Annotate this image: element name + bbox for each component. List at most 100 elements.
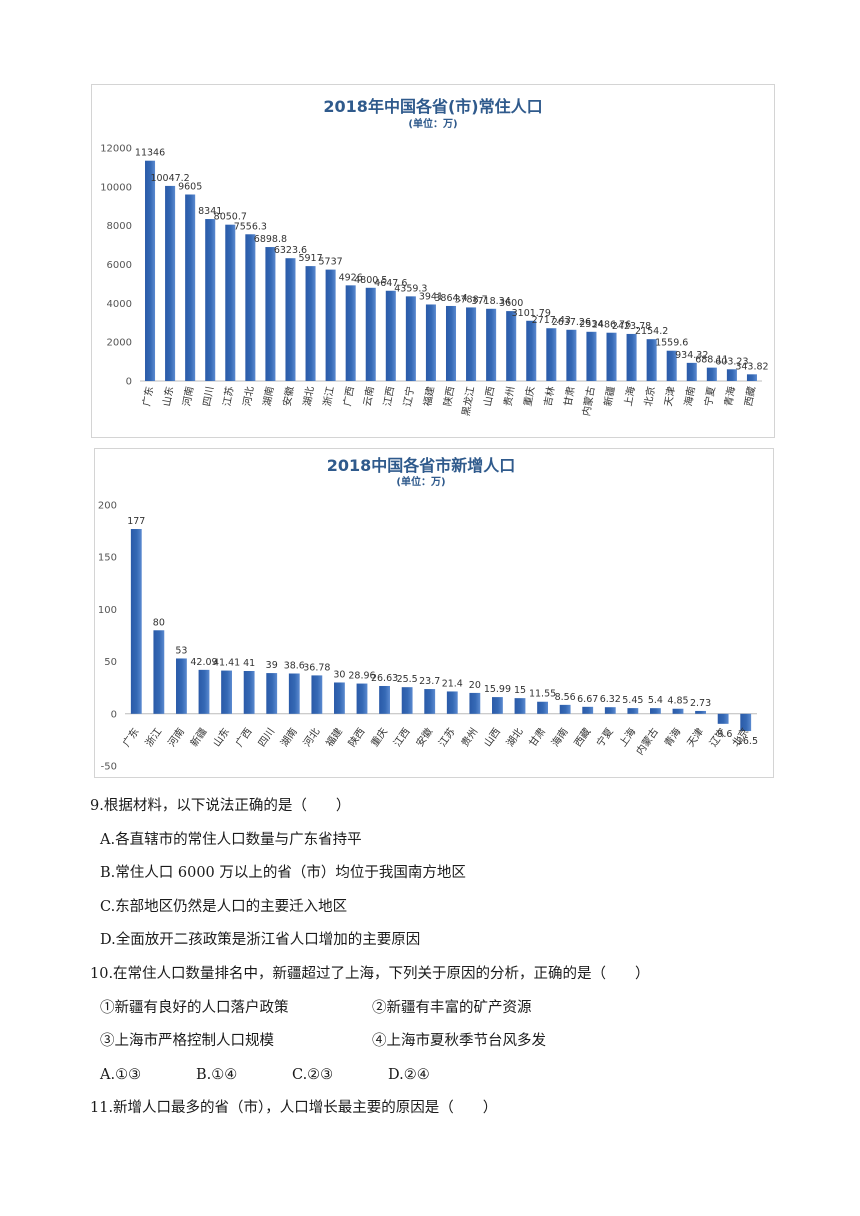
category-label: 天津 [685,726,706,749]
bar [486,308,497,381]
bar [311,675,323,714]
bar [176,658,187,714]
category-label: 湖南 [260,385,276,407]
question-9-option-c: C.东部地区仍然是人口的主要迁入地区 [100,898,348,915]
chart-resident-population: 2018年中国各省(市)常住人口 (单位：万) 0 2000 4000 6000 800… [91,84,775,438]
category-label: 黑龙江 [459,385,477,417]
category-label: 山东 [160,385,176,407]
bar [365,287,376,381]
question-10-option-a: A.①③ [100,1066,142,1083]
y-tick-label: -50 [101,762,117,773]
category-label: 山西 [482,385,497,407]
bar [650,708,661,714]
category-label: 河北 [241,385,256,407]
bar [285,258,296,381]
bar-value-label: 42.09 [190,657,217,668]
bar [145,160,156,381]
bar [356,683,368,714]
bar [446,691,458,714]
category-label: 安徽 [280,385,296,407]
bar-value-label: 3941 [419,291,443,302]
bar-value-label: 6898.8 [254,234,287,245]
chart-title: 2018中国各省市新增人口 [327,456,516,475]
bar [469,692,481,714]
y-tick-label: 6000 [107,260,132,271]
bar [445,305,457,381]
bar [205,219,216,381]
bar-value-label: 15.99 [484,684,511,695]
category-label: 福建 [323,725,345,749]
bar-value-label: 5.45 [622,695,643,706]
bar-value-label: 6.32 [600,694,621,705]
bar [604,707,616,714]
category-label: 四川 [202,386,216,408]
bar-value-label: 38.6 [284,661,305,672]
bar [245,234,256,381]
bar [288,673,300,714]
bar-value-label: 3864.4 [434,293,467,304]
bar [566,329,577,381]
bar-value-label: 3101.79 [512,308,551,319]
question-11-stem: 11.新增人口最多的省（市），人口增长最主要的原因是（ ） [90,1100,498,1117]
bar [537,701,548,714]
y-tick-label: 10000 [100,182,132,193]
question-10-option-d: D.②④ [388,1066,430,1083]
bar-value-label: 41 [243,658,255,669]
chart-subtitle: (单位：万) [408,117,457,130]
bar [646,339,657,381]
category-label: 天津 [662,385,677,407]
category-label: 江苏 [220,385,236,407]
question-10-options: A.①③ B.①④ C.②③ D.②④ [90,1059,810,1093]
bar [695,710,706,714]
bar-value-label: 3718.34 [471,296,510,307]
bar [726,369,737,381]
question-10-statements-row-1: ①新疆有良好的人口落户政策 ②新疆有丰富的矿产资源 [90,992,810,1026]
category-label: 上海 [616,725,638,749]
bar [466,307,477,381]
bar-value-label: 41.41 [213,658,240,669]
bar-value-label: 3600 [499,298,523,309]
bar-value-label: 23.7 [419,676,440,687]
question-10-statements-row-2: ③上海市严格控制人口规模 ④上海市夏秋季节台风多发 [90,1025,810,1059]
bar [586,331,597,381]
category-label: 北京 [641,385,657,407]
question-10-stem: 10.在常住人口数量排名中，新疆超过了上海，下列关于原因的分析，正确的是（ ） [90,965,650,982]
bar [225,224,236,381]
category-label: 青海 [722,385,738,407]
questions-section: 9.根据材料，以下说法正确的是（ ） A.各直辖市的常住人口数量与广东省持平 B… [90,790,810,1126]
category-label: 陕西 [345,725,367,749]
bar-value-label: 2534 [579,319,603,330]
bar [385,290,396,381]
bar-value-label: 2637.26 [552,317,591,328]
question-9-option-b: B.常住人口 6000 万以上的省（市）均位于我国南方地区 [100,865,466,882]
category-label: 贵州 [458,725,480,749]
bar-value-label: 11.55 [529,689,556,700]
bar [185,194,196,381]
y-tick-label: 150 [98,553,117,564]
chart-population-increase: 2018中国各省市新增人口 (单位：万) -50 0 50 100 150 200 177 广… [94,448,774,778]
bar-value-label: 36.78 [303,662,330,673]
bar-value-label: 53 [175,645,187,656]
bar-value-label: 26.63 [371,673,398,684]
bar [424,689,436,714]
bar-value-label: 1559.6 [655,338,688,349]
y-tick-label: 0 [111,709,117,720]
category-label: 河南 [165,725,187,749]
bar-value-label: 4800.5 [354,275,387,286]
bar [606,332,617,381]
category-label: 浙江 [143,726,164,749]
question-10-option-c: C.②③ [292,1066,334,1083]
category-label: 山东 [210,725,232,749]
category-label: 江苏 [436,725,458,749]
bar-value-label: 688.11 [695,355,728,366]
y-tick-label: 4000 [107,299,132,310]
bar [221,670,232,714]
bar-value-label: 2423.78 [612,321,651,332]
category-label: 陕西 [441,385,457,407]
category-label: 江西 [381,385,396,407]
bar-value-label: 20 [469,680,481,691]
y-tick-label: 2000 [107,338,132,349]
category-label: 内蒙古 [633,725,661,757]
category-label: 宁夏 [702,385,718,407]
bar [686,362,697,381]
